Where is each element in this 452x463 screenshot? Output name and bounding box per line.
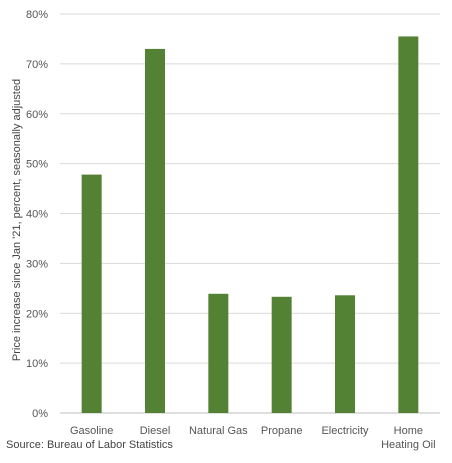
y-axis-ticks: 0% 10% 20% 30% 40% 50% 60% 70% 80% [26,9,48,420]
bar [398,36,419,413]
y-tick-label: 50% [26,159,48,171]
y-tick-label: 70% [26,59,48,71]
bar [271,296,292,413]
bar [208,293,229,413]
y-tick-label: 20% [26,308,48,320]
x-tick-label: Electricity [321,425,369,437]
y-tick-label: 10% [26,358,48,370]
y-tick-label: 30% [26,258,48,270]
bar [81,174,102,413]
source-note: Source: Bureau of Labor Statistics [6,439,173,451]
x-tick-label: Diesel [140,425,171,437]
bar [335,295,355,413]
bars [81,36,419,413]
x-tick-label: Natural Gas [189,425,248,437]
bar [145,48,165,413]
x-axis-ticks: Gasoline Diesel Natural Gas Propane Electric… [70,425,436,451]
y-tick-label: 0% [32,408,48,420]
y-tick-label: 60% [26,109,48,121]
x-tick-label: Home Heating Oil [381,425,435,451]
y-tick-label: 80% [26,9,48,21]
x-tick-label: Propane [261,425,303,437]
y-axis-label: Price increase since Jan '21, percent, s… [11,79,23,361]
y-tick-label: 40% [26,209,48,221]
gridlines [60,13,440,414]
x-tick-label: Gasoline [70,425,113,437]
